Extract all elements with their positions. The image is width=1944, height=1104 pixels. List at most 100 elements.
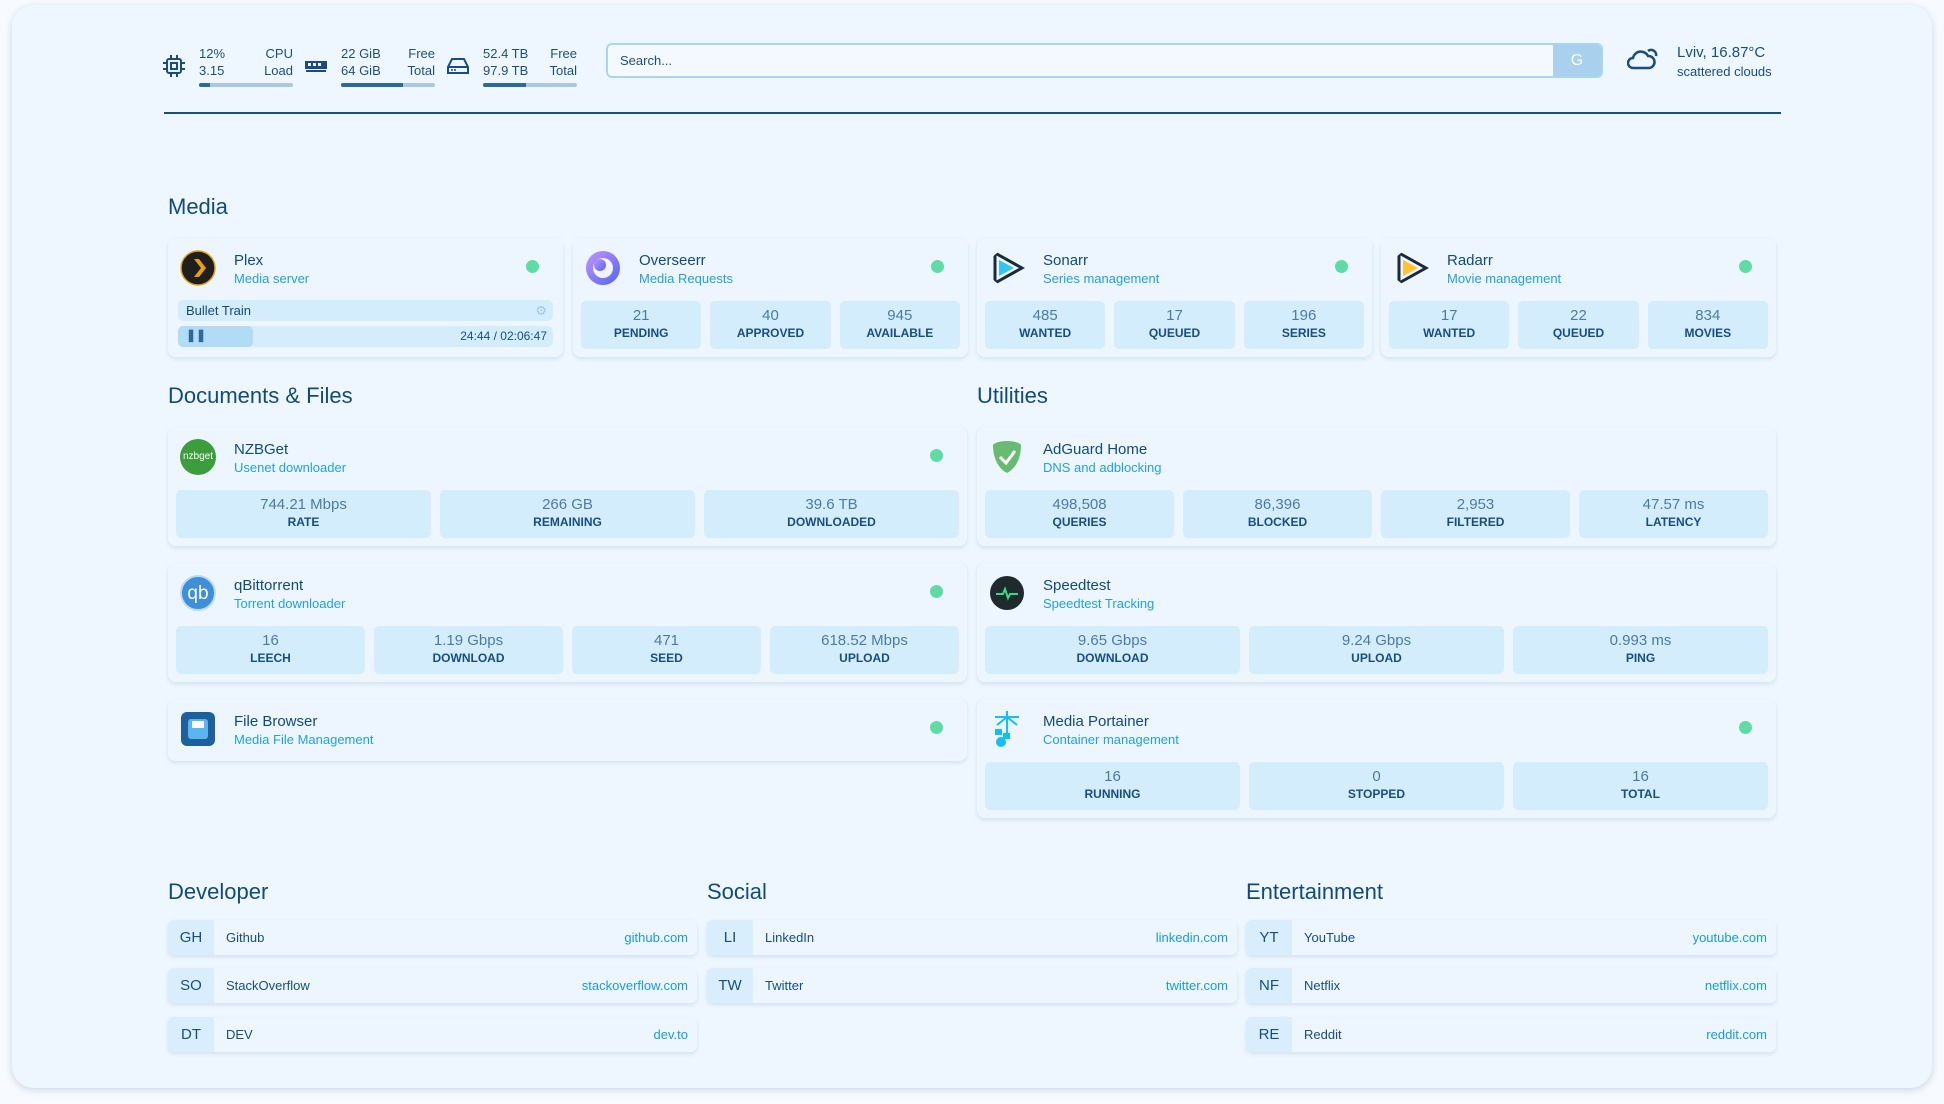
card-subtitle: Speedtest Tracking <box>1043 596 1155 611</box>
stat-value: 21 <box>632 307 650 324</box>
stat-tile: 9.24 Gbps UPLOAD <box>1249 626 1504 674</box>
bookmark-url[interactable]: linkedin.com <box>1155 930 1228 945</box>
card-subtitle: Usenet downloader <box>234 460 347 475</box>
bookmark-url[interactable]: reddit.com <box>1706 1027 1767 1042</box>
stats-row: 498,508 QUERIES 86,396 BLOCKED 2,953 FILTERED… <box>985 490 1768 538</box>
bookmark-reddit[interactable]: RE Reddit reddit.com <box>1246 1017 1776 1052</box>
stat-value: 0 <box>1372 768 1381 785</box>
bookmark-url[interactable]: github.com <box>624 930 688 945</box>
speedtest-card[interactable]: Speedtest Speedtest Tracking 9.65 Gbps DO… <box>977 563 1776 682</box>
search-button[interactable]: G <box>1553 45 1601 76</box>
stat-label: BLOCKED <box>1247 515 1308 529</box>
bookmark-twitter[interactable]: TW Twitter twitter.com <box>707 968 1237 1003</box>
stat-value: 744.21 Mbps <box>260 496 347 513</box>
bookmark-name: Reddit <box>1304 1027 1342 1042</box>
bookmark-url[interactable]: netflix.com <box>1704 978 1767 993</box>
bookmark-url[interactable]: twitter.com <box>1165 978 1228 993</box>
status-dot <box>930 721 943 734</box>
bookmark-stackoverflow[interactable]: SO StackOverflow stackoverflow.com <box>168 968 697 1003</box>
stat-label: PENDING <box>613 326 669 340</box>
stat-value: 471 <box>653 632 680 649</box>
bookmark-name: Netflix <box>1304 978 1341 993</box>
stats-row: 21 PENDING 40 APPROVED 945 AVAILABLE <box>581 301 960 349</box>
stat-label: UPLOAD <box>839 651 890 665</box>
status-dot <box>1739 260 1752 273</box>
nzbget-card[interactable]: nzbget NZBGet Usenet downloader 744.21 M… <box>168 427 967 546</box>
stat-value: 86,396 <box>1254 496 1301 513</box>
bookmark-dev[interactable]: DT DEV dev.to <box>168 1017 697 1052</box>
bookmark-url[interactable]: stackoverflow.com <box>581 978 688 993</box>
cloud-sun-icon <box>1627 48 1658 70</box>
now-playing: Bullet Train ⚙ <box>178 300 553 321</box>
section-title-developer: Developer <box>168 879 269 904</box>
stat-label: DOWNLOADED <box>787 515 876 529</box>
stat-tile: 945 AVAILABLE <box>839 301 960 349</box>
bookmark-linkedin[interactable]: LI LinkedIn linkedin.com <box>707 920 1237 955</box>
playback-progress[interactable]: ❚❚ 24:44 / 02:06:47 <box>178 326 553 347</box>
stat-tile: 0 STOPPED <box>1249 762 1504 810</box>
qbittorrent-card[interactable]: qb qBittorrent Torrent downloader 16 LEEC… <box>168 563 967 682</box>
memory-widget: 22 GiB Free 64 GiB Total <box>305 45 435 87</box>
disk-free: 52.4 TB <box>483 46 529 61</box>
stat-tile: 9.65 Gbps DOWNLOAD <box>985 626 1240 674</box>
stat-tile: 0.993 ms PING <box>1513 626 1768 674</box>
filebrowser-icon <box>181 712 215 746</box>
bookmark-name: LinkedIn <box>765 930 815 945</box>
stat-tile: 86,396 BLOCKED <box>1183 490 1372 538</box>
overseerr-card[interactable]: Overseerr Media Requests 21 PENDING 40 APPR… <box>573 238 968 357</box>
card-title: AdGuard Home <box>1043 441 1148 458</box>
stat-label: FILTERED <box>1446 515 1505 529</box>
card-subtitle: Series management <box>1043 271 1160 286</box>
stat-label: SERIES <box>1281 326 1326 340</box>
stat-label: RUNNING <box>1084 787 1141 801</box>
stat-value: 9.24 Gbps <box>1341 632 1412 649</box>
status-dot <box>931 260 944 273</box>
nzbget-icon: nzbget <box>180 439 216 475</box>
disk-widget: 52.4 TB Free 97.9 TB Total <box>447 45 577 87</box>
bookmark-youtube[interactable]: YT YouTube youtube.com <box>1246 920 1776 955</box>
bookmark-name: YouTube <box>1304 930 1356 945</box>
bookmark-url[interactable]: youtube.com <box>1692 930 1767 945</box>
card-title: Overseerr <box>639 252 706 269</box>
sonarr-card[interactable]: Sonarr Series management 485 WANTED 17 QUEU… <box>977 238 1372 357</box>
adguard-card[interactable]: AdGuard Home DNS and adblocking 498,508 Q… <box>977 427 1776 546</box>
stat-value: 16 <box>1632 768 1649 785</box>
settings-icon[interactable]: ⚙ <box>535 303 547 318</box>
stats-row: 16 RUNNING 0 STOPPED 16 TOTAL <box>985 762 1768 810</box>
plex-icon <box>180 250 216 286</box>
card-title: Radarr <box>1447 252 1493 269</box>
section-title-documents: Documents & Files <box>168 383 353 408</box>
plex-card[interactable]: Plex Media server Bullet Train ⚙ ❚❚ 24:44 … <box>168 238 563 357</box>
portainer-card[interactable]: Media Portainer Container management 16 R… <box>977 699 1776 818</box>
radarr-card[interactable]: Radarr Movie management 17 WANTED 22 QUEUED… <box>1381 238 1776 357</box>
stat-value: 17 <box>1440 307 1458 324</box>
stat-value: 618.52 Mbps <box>821 632 908 649</box>
bookmark-abbreviation: NF <box>1246 968 1292 1003</box>
bookmark-url[interactable]: dev.to <box>653 1027 688 1042</box>
sonarr-icon <box>993 250 1025 286</box>
overseerr-icon <box>586 251 620 285</box>
weather-condition: scattered clouds <box>1677 64 1772 79</box>
stat-tile: 16 RUNNING <box>985 762 1240 810</box>
stat-tile: 16 TOTAL <box>1513 762 1768 810</box>
pause-icon[interactable]: ❚❚ <box>186 328 207 342</box>
speedtest-icon <box>990 576 1024 610</box>
bookmark-netflix[interactable]: NF Netflix netflix.com <box>1246 968 1776 1003</box>
stat-tile: 471 SEED <box>572 626 761 674</box>
memory-total-label: Total <box>407 63 435 78</box>
disk-icon <box>447 58 469 74</box>
stat-label: APPROVED <box>736 326 805 340</box>
card-subtitle: Container management <box>1043 732 1179 747</box>
filebrowser-card[interactable]: File Browser Media File Management <box>168 699 967 761</box>
search-input[interactable]: Search... G <box>606 43 1603 78</box>
stat-label: QUERIES <box>1052 515 1107 529</box>
stats-row: 9.65 Gbps DOWNLOAD 9.24 Gbps UPLOAD 0.993 ms… <box>985 626 1768 674</box>
header-divider <box>164 112 1781 114</box>
stat-value: 22 <box>1570 307 1587 324</box>
stat-value: 47.57 ms <box>1642 496 1705 513</box>
stat-label: TOTAL <box>1621 787 1660 801</box>
stat-tile: 618.52 Mbps UPLOAD <box>770 626 959 674</box>
bookmark-abbreviation: LI <box>707 920 753 955</box>
stat-tile: 17 QUEUED <box>1114 301 1235 349</box>
bookmark-github[interactable]: GH Github github.com <box>168 920 697 955</box>
